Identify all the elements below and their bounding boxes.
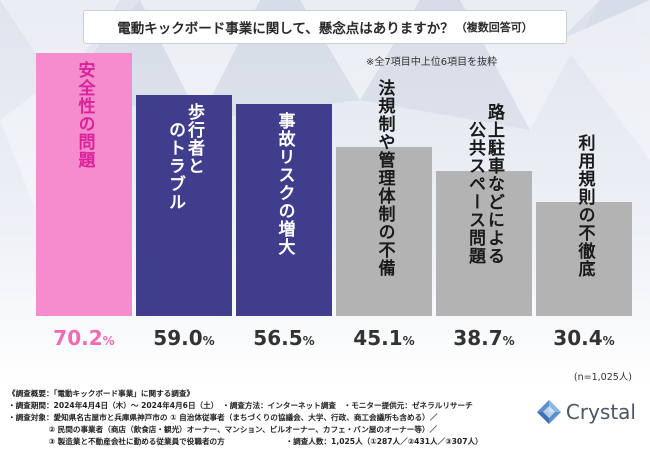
value-number: 59.0 <box>153 326 203 350</box>
value-unit: % <box>502 334 515 348</box>
value-number: 70.2 <box>53 326 103 350</box>
footer-line: ② 民間の事業者（商店（飲食店・観光）オーナー、マンション、ビルオーナー、カフェ… <box>8 425 438 434</box>
crystal-logo-text: Crystal <box>565 400 636 424</box>
bar-label-3: 事故リスクの増大 <box>274 112 295 257</box>
value-number: 38.7 <box>453 326 503 350</box>
crystal-logo-icon <box>536 400 561 424</box>
bar-3 <box>236 104 332 316</box>
sample-size-note: (n=1,025人) <box>573 372 632 383</box>
chart-title-sub: （複数回答可） <box>455 21 533 34</box>
bar-label-1: 安全性の問題 <box>74 60 95 169</box>
value-label-2: 59.0% <box>134 326 234 350</box>
bar-label-2: 歩行者と のトラブル <box>164 103 204 211</box>
bar-label-4: 法規制や管理体制の不備 <box>374 78 395 277</box>
value-unit: % <box>302 334 315 348</box>
value-label-4: 45.1% <box>334 326 434 350</box>
bar-label-text: 利用規則の不徹底 <box>574 134 595 278</box>
value-number: 30.4 <box>553 326 603 350</box>
value-unit: % <box>202 334 215 348</box>
footer-line: ・調査期間：2024年4月4日（木）～ 2024年4月6日（土） ・調査方法：イ… <box>8 401 473 410</box>
bar-label-text: のトラブル <box>165 120 185 211</box>
bar-label-text: 安全性の問題 <box>74 60 95 169</box>
footer-line: 《調査概要：「電動キックボード事業」に関する調査》 <box>8 389 195 398</box>
bar-4 <box>336 146 432 316</box>
value-number: 56.5 <box>253 326 303 350</box>
footer-line: ・調査対象：愛知県名古屋市と兵庫県神戸市の ① 自治体従事者（まちづくりの協議会… <box>8 413 438 422</box>
crystal-logo: Crystal <box>536 399 636 425</box>
bar-2 <box>136 94 232 316</box>
value-unit: % <box>402 334 415 348</box>
value-unit: % <box>602 334 615 348</box>
bar-label-text: 歩行者と <box>184 102 204 175</box>
bar-label-5: 路上駐車などによる 公共スペース問題 <box>464 103 504 265</box>
bar-label-text: 事故リスクの増大 <box>274 112 295 257</box>
value-label-5: 38.7% <box>434 326 534 350</box>
bar-5 <box>436 170 532 316</box>
selection-note: ※全7項目中上位6項目を抜粋 <box>366 57 498 68</box>
bar-label-text: 公共スペース問題 <box>465 120 485 265</box>
value-label-6: 30.4% <box>534 326 634 350</box>
bar-1 <box>36 52 132 316</box>
bar-label-text: 路上駐車などによる <box>484 102 504 265</box>
value-number: 45.1 <box>353 326 403 350</box>
bar-6 <box>536 202 632 316</box>
survey-footer: 《調査概要：「電動キックボード事業」に関する調査》 ・調査期間：2024年4月4… <box>0 385 650 450</box>
value-unit: % <box>102 334 115 348</box>
bar-label-6: 利用規則の不徹底 <box>574 134 595 278</box>
footer-line: ③ 製造業と不動産会社に勤める従業員で役職者の方 ・調査人数：1,025人（①2… <box>8 437 483 446</box>
chart-title: 電動キックボード事業に関して、懸念点はありますか？ （複数回答可） <box>83 10 567 44</box>
value-label-1: 70.2% <box>34 326 134 350</box>
bar-label-text: 法規制や管理体制の不備 <box>374 78 395 277</box>
value-label-3: 56.5% <box>234 326 334 350</box>
chart-background <box>0 0 650 385</box>
chart-title-main: 電動キックボード事業に関して、懸念点はありますか？ <box>117 21 454 37</box>
